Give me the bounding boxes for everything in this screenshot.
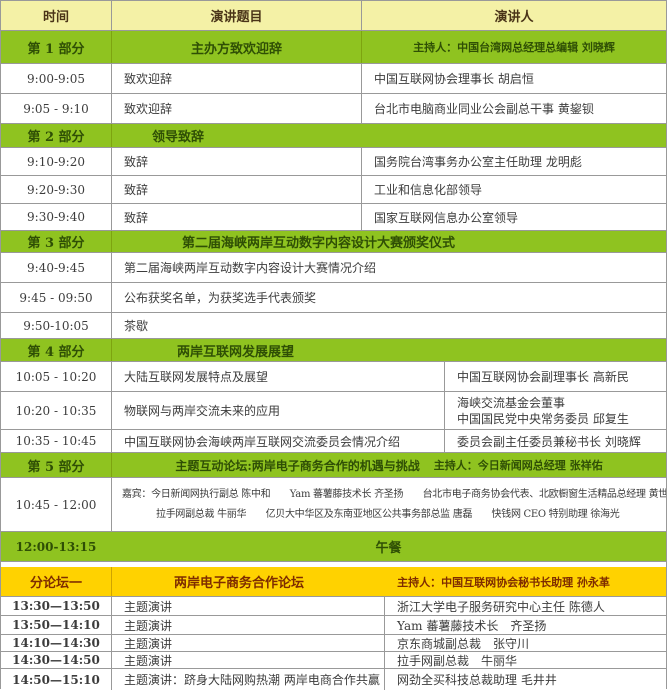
speaker-cell: 京东商城副总裁 张守川: [384, 635, 666, 651]
time-cell: 9:30-9:40: [27, 210, 85, 224]
time-cell: 10:35 - 10:45: [15, 434, 97, 448]
section-label: 第 3 部分: [27, 236, 85, 251]
section-topic: 领导致辞: [111, 124, 666, 147]
section-label: 第 1 部分: [27, 41, 85, 57]
time-cell: 13:50—14:10: [12, 618, 100, 632]
speaker-cell: 台北市电脑商业同业公会副总干事 黄鋆钡: [361, 94, 666, 123]
table-row: 9:10-9:20 致辞 国务院台湾事务办公室主任助理 龙明彪: [1, 148, 666, 176]
section-topic: 两岸互联网发展展望: [111, 339, 666, 361]
topic-cell: 大陆互联网发展特点及展望: [111, 362, 444, 391]
topic-cell: 主题演讲：跻身大陆网购热潮 两岸电商合作共赢: [111, 669, 384, 690]
guest-line-2: 拉手网副总裁 牛丽华 亿贝大中华区及东南亚地区公共事务部总监 唐磊 快钱网 CE…: [156, 508, 620, 520]
lunch-row: 12:00-13:15 午餐: [1, 532, 666, 562]
time-cell: 9:10-9:20: [27, 154, 85, 169]
section-row-3: 第 3 部分 第二届海峡两岸互动数字内容设计大赛颁奖仪式: [1, 231, 666, 253]
time-cell: 14:50—15:10: [12, 672, 100, 687]
topic-cell: 第二届海峡两岸互动数字内容设计大赛情况介绍: [111, 253, 666, 282]
topic-cell: 主题演讲: [111, 652, 384, 668]
section-topic: 主办方致欢迎辞: [111, 31, 361, 63]
topic-cell: 中国互联网协会海峡两岸互联网交流委员会情况介绍: [111, 430, 444, 452]
table-row: 14:10—14:30 主题演讲 京东商城副总裁 张守川: [1, 635, 666, 652]
speaker-line-2: 中国国民党中央常务委员 邱复生: [457, 411, 629, 426]
speaker-cell: 国务院台湾事务办公室主任助理 龙明彪: [361, 148, 666, 175]
table-row: 9:40-9:45 第二届海峡两岸互动数字内容设计大赛情况介绍: [1, 253, 666, 283]
header-time: 时间: [42, 10, 69, 25]
time-cell: 12:00-13:15: [15, 539, 97, 554]
section-topic: 主题互动论坛:两岸电子商务合作的机遇与挑战: [175, 458, 420, 473]
time-cell: 9:05 - 9:10: [23, 101, 89, 116]
section-label: 第 4 部分: [27, 344, 85, 360]
section-row-5: 第 5 部分 主题互动论坛:两岸电子商务合作的机遇与挑战 主持人：今日新闻网总经…: [1, 453, 666, 478]
speaker-cell: 中国互联网协会副理事长 高新民: [444, 362, 666, 391]
topic-cell: 主题演讲: [111, 597, 384, 615]
speaker-cell: 委员会副主任委员兼秘书长 刘晓辉: [444, 430, 666, 452]
topic-cell: 主题演讲: [111, 616, 384, 634]
time-cell: 9:40-9:45: [27, 260, 85, 275]
guest-row: 10:45 - 12:00 嘉宾：今日新闻网执行副总 陈中和 Yam 蕃薯藤技术…: [1, 478, 666, 532]
time-cell: 10:20 - 10:35: [15, 403, 97, 418]
time-cell: 14:30—14:50: [12, 653, 100, 667]
time-cell: 9:00-9:05: [27, 71, 85, 86]
section-label: 第 2 部分: [27, 130, 85, 145]
section-topic-host: 主题互动论坛:两岸电子商务合作的机遇与挑战 主持人：今日新闻网总经理 张祥佑: [111, 453, 666, 477]
topic-cell: 致辞: [111, 204, 361, 230]
speaker-line-1: 海峡交流基金会董事: [457, 395, 566, 410]
section-host: 主持人：今日新闻网总经理 张祥佑: [433, 459, 603, 472]
forum-label: 分论坛一: [29, 576, 82, 591]
section-host: 主持人：中国台湾网总经理总编辑 刘晓辉: [361, 31, 666, 63]
topic-cell: 致辞: [111, 148, 361, 175]
time-cell: 10:05 - 10:20: [15, 369, 97, 384]
table-row: 13:30—13:50 主题演讲 浙江大学电子服务研究中心主任 陈德人: [1, 597, 666, 616]
table-row: 14:30—14:50 主题演讲 拉手网副总裁 牛丽华: [1, 652, 666, 669]
table-row: 9:05 - 9:10 致欢迎辞 台北市电脑商业同业公会副总干事 黄鋆钡: [1, 94, 666, 124]
section-topic: 第二届海峡两岸互动数字内容设计大赛颁奖仪式: [111, 231, 666, 252]
table-row: 10:20 - 10:35 物联网与两岸交流未来的应用 海峡交流基金会董事 中国…: [1, 392, 666, 430]
section-row-2: 第 2 部分 领导致辞: [1, 124, 666, 148]
table-row: 9:00-9:05 致欢迎辞 中国互联网协会理事长 胡启恒: [1, 64, 666, 94]
time-cell: 9:20-9:30: [27, 182, 85, 197]
topic-cell: 茶歇: [111, 313, 666, 338]
guest-list-cell: 嘉宾：今日新闻网执行副总 陈中和 Yam 蕃薯藤技术长 齐圣扬 台北市电子商务协…: [111, 478, 666, 531]
speaker-cell: Yam 蕃薯藤技术长 齐圣扬: [384, 616, 666, 634]
section-row-4: 第 4 部分 两岸互联网发展展望: [1, 339, 666, 362]
speaker-cell: 工业和信息化部领导: [361, 176, 666, 203]
table-header-row: 时间 演讲题目 演讲人: [1, 1, 666, 31]
header-topic: 演讲题目: [111, 1, 361, 30]
forum-header-row: 分论坛一 两岸电子商务合作论坛 主持人：中国互联网协会秘书长助理 孙永革: [1, 567, 666, 597]
speaker-cell: 浙江大学电子服务研究中心主任 陈德人: [384, 597, 666, 615]
table-row: 9:30-9:40 致辞 国家互联网信息办公室领导: [1, 204, 666, 231]
header-speaker: 演讲人: [361, 1, 666, 30]
time-cell: 9:50-10:05: [23, 318, 89, 333]
time-cell: 9:45 - 09:50: [19, 290, 93, 305]
speaker-cell: 网劲全买科技总裁助理 毛井井: [384, 669, 666, 690]
topic-cell: 公布获奖名单，为获奖选手代表颁奖: [111, 283, 666, 312]
table-row: 13:50—14:10 主题演讲 Yam 蕃薯藤技术长 齐圣扬: [1, 616, 666, 635]
section-row-1: 第 1 部分 主办方致欢迎辞 主持人：中国台湾网总经理总编辑 刘晓辉: [1, 31, 666, 64]
speaker-cell: 国家互联网信息办公室领导: [361, 204, 666, 230]
topic-cell: 致欢迎辞: [111, 64, 361, 93]
time-cell: 10:45 - 12:00: [15, 497, 97, 512]
forum-host: 主持人：中国互联网协会秘书长助理 孙永革: [397, 575, 610, 589]
lunch-label: 午餐: [375, 541, 402, 556]
speaker-cell: 中国互联网协会理事长 胡启恒: [361, 64, 666, 93]
speaker-cell: 海峡交流基金会董事 中国国民党中央常务委员 邱复生: [444, 392, 666, 429]
forum-topic: 两岸电子商务合作论坛: [111, 567, 386, 596]
topic-cell: 主题演讲: [111, 635, 384, 651]
table-gap: [1, 562, 666, 567]
topic-cell: 致欢迎辞: [111, 94, 361, 123]
topic-cell: 致辞: [111, 176, 361, 203]
table-row: 14:50—15:10 主题演讲：跻身大陆网购热潮 两岸电商合作共赢 网劲全买科…: [1, 669, 666, 690]
table-row: 10:35 - 10:45 中国互联网协会海峡两岸互联网交流委员会情况介绍 委员…: [1, 430, 666, 453]
speaker-cell: 拉手网副总裁 牛丽华: [384, 652, 666, 668]
time-cell: 13:30—13:50: [12, 599, 100, 613]
guest-line-1: 嘉宾：今日新闻网执行副总 陈中和 Yam 蕃薯藤技术长 齐圣扬 台北市电子商务协…: [122, 488, 666, 500]
table-row: 9:45 - 09:50 公布获奖名单，为获奖选手代表颁奖: [1, 283, 666, 313]
table-row: 9:50-10:05 茶歇: [1, 313, 666, 339]
table-row: 10:05 - 10:20 大陆互联网发展特点及展望 中国互联网协会副理事长 高…: [1, 362, 666, 392]
section-label: 第 5 部分: [27, 459, 85, 475]
table-row: 9:20-9:30 致辞 工业和信息化部领导: [1, 176, 666, 204]
topic-cell: 物联网与两岸交流未来的应用: [111, 392, 444, 429]
time-cell: 14:10—14:30: [12, 636, 100, 650]
